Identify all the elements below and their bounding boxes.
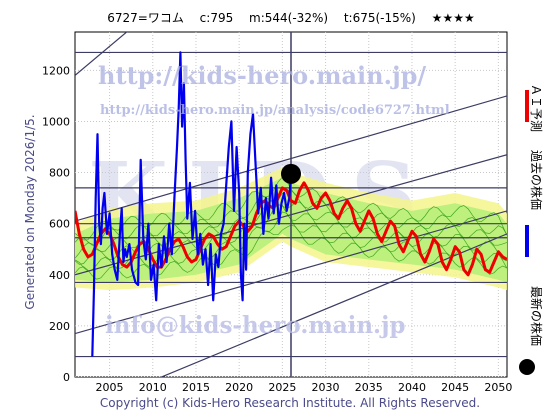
legend-forecast-label: ＡＩ予測 — [529, 84, 543, 132]
x-tick-label: 2025 — [268, 381, 296, 394]
x-tick-label: 2005 — [96, 381, 124, 394]
y-tick-label: 800 — [49, 167, 70, 180]
latest-price-marker — [281, 163, 301, 184]
legend-past-label: 過去の株価 — [529, 150, 544, 210]
legend-latest-label: 最新の株価 — [529, 286, 544, 346]
watermark-analysis-url: http://kids-hero.main.jp/analysis/code67… — [100, 103, 450, 118]
y-tick-label: 0 — [63, 371, 70, 384]
x-tick-label: 2040 — [398, 381, 426, 394]
y-tick-label: 400 — [49, 269, 70, 282]
price-series — [75, 51, 507, 357]
y-tick-label: 1200 — [42, 64, 70, 77]
x-tick-label: 2010 — [139, 381, 167, 394]
y-tick-label: 200 — [49, 320, 70, 333]
chart-title: 6727=ワコム c:795 m:544(-32%) t:675(-15%) ★… — [107, 11, 474, 25]
legend-past: 過去の株価 — [525, 150, 544, 257]
y-tick-label: 1000 — [42, 115, 70, 128]
x-tick-label: 2030 — [312, 381, 340, 394]
legend-forecast: ＡＩ予測 — [525, 84, 543, 132]
past-series-line — [91, 51, 293, 357]
x-tick-label: 2035 — [355, 381, 383, 394]
legend: ＡＩ予測 過去の株価 最新の株価 — [519, 84, 544, 375]
generated-date: Generated on Monday 2026/1/5. — [23, 114, 37, 309]
watermark-url: http://kids-hero.main.jp/ — [98, 61, 426, 90]
x-tick-label: 2045 — [441, 381, 469, 394]
x-tick-label: 2050 — [484, 381, 512, 394]
legend-latest-swatch — [519, 359, 535, 375]
x-tick-label: 2015 — [182, 381, 210, 394]
copyright: Copyright (c) Kids-Hero Research Institu… — [100, 396, 480, 410]
y-tick-label: 600 — [49, 218, 70, 231]
latest-price-dot — [281, 163, 301, 184]
x-tick-label: 2020 — [225, 381, 253, 394]
vertical-gridlines — [109, 32, 499, 377]
legend-latest: 最新の株価 — [519, 286, 544, 375]
y-axis-ticks: 0 200 400 600 800 1000 1200 — [42, 64, 70, 384]
x-axis-ticks: 2005 2010 2015 2020 2025 2030 2035 2040 2045 2050 — [96, 381, 513, 394]
watermark-email: info@kids-hero.main.jp — [105, 312, 405, 339]
